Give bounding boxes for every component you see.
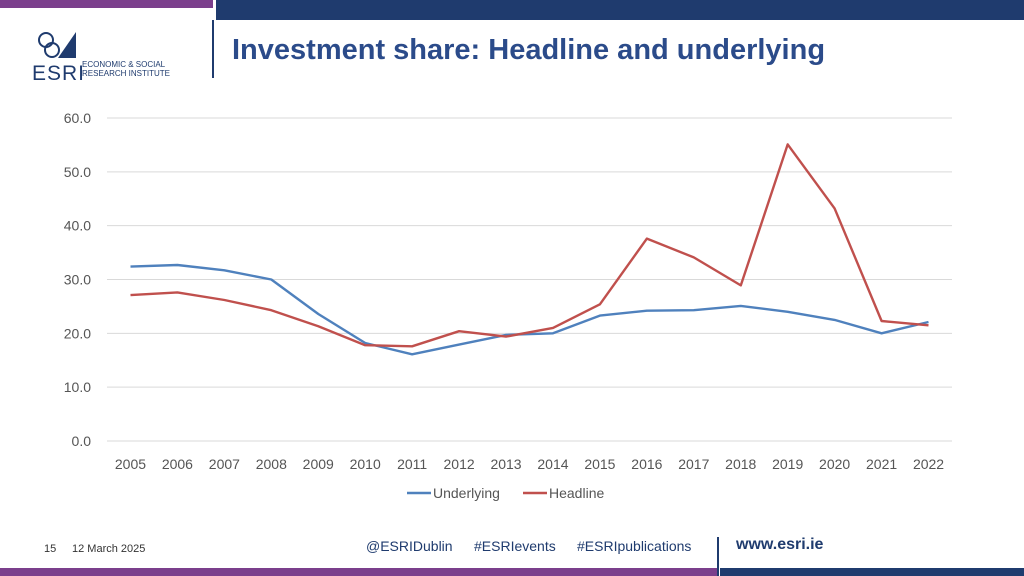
y-tick-label: 40.0 [64,218,91,234]
slide-title: Investment share: Headline and underlyin… [232,34,826,66]
x-tick-label: 2008 [256,456,287,472]
esri-logo: ESRI ECONOMIC & SOCIAL RESEARCH INSTITUT… [32,28,192,85]
line-chart: 0.0 10.0 20.0 30.0 40.0 50.0 60.0 2005 2006 2007… [64,110,952,501]
x-tick-label: 2013 [490,456,521,472]
page-number: 15 [44,543,57,555]
x-tick-label: 2005 [115,456,146,472]
legend-label-underlying: Underlying [433,485,500,501]
bottom-accent-bar-navy [720,568,1024,576]
footer-date: 12 March 2025 [72,543,146,555]
social-link-esrievents[interactable]: #ESRIevents [474,538,556,554]
x-tick-label: 2021 [866,456,897,472]
x-axis-ticks: 2005 2006 2007 2008 2009 2010 2011 2012 2013 2014… [115,456,944,472]
y-tick-label: 30.0 [64,272,91,288]
logo-subtitle: ECONOMIC & SOCIAL RESEARCH INSTITUTE [82,60,170,78]
x-tick-label: 2014 [537,456,568,472]
x-tick-label: 2020 [819,456,850,472]
bottom-accent-bar-purple [0,568,717,576]
logo-subtitle-line1: ECONOMIC & SOCIAL [82,60,166,69]
logo-subtitle-line2: RESEARCH INSTITUTE [82,69,171,78]
esri-logo-icon [38,32,76,58]
x-tick-label: 2022 [913,456,944,472]
y-tick-label: 10.0 [64,379,91,395]
x-tick-label: 2017 [678,456,709,472]
x-tick-label: 2015 [584,456,615,472]
logo-wordmark: ESRI [32,62,86,85]
x-tick-label: 2016 [631,456,662,472]
gridlines [107,117,952,442]
x-tick-label: 2018 [725,456,756,472]
top-accent-bar-purple [0,0,213,8]
y-tick-label: 20.0 [64,325,91,341]
y-tick-label: 50.0 [64,164,91,180]
series-line-headline [130,143,929,348]
footer-divider [717,537,719,576]
series-line-underlying [130,263,929,356]
y-tick-label: 0.0 [72,433,92,449]
x-tick-label: 2009 [303,456,334,472]
x-tick-label: 2007 [209,456,240,472]
top-accent-bar-navy [216,0,1024,20]
legend-label-headline: Headline [549,485,604,501]
header-divider [212,20,214,78]
y-tick-label: 60.0 [64,110,91,126]
social-link-esridublin[interactable]: @ESRIDublin [366,538,453,554]
website-link[interactable]: www.esri.ie [736,536,824,553]
x-tick-label: 2006 [162,456,193,472]
legend: Underlying Headline [407,485,604,501]
x-tick-label: 2011 [397,456,427,472]
social-link-esripublications[interactable]: #ESRIpublications [577,538,692,554]
series-lines [130,143,929,356]
y-axis-ticks: 0.0 10.0 20.0 30.0 40.0 50.0 60.0 [64,110,91,449]
x-tick-label: 2010 [350,456,381,472]
x-tick-label: 2019 [772,456,803,472]
x-tick-label: 2012 [444,456,475,472]
